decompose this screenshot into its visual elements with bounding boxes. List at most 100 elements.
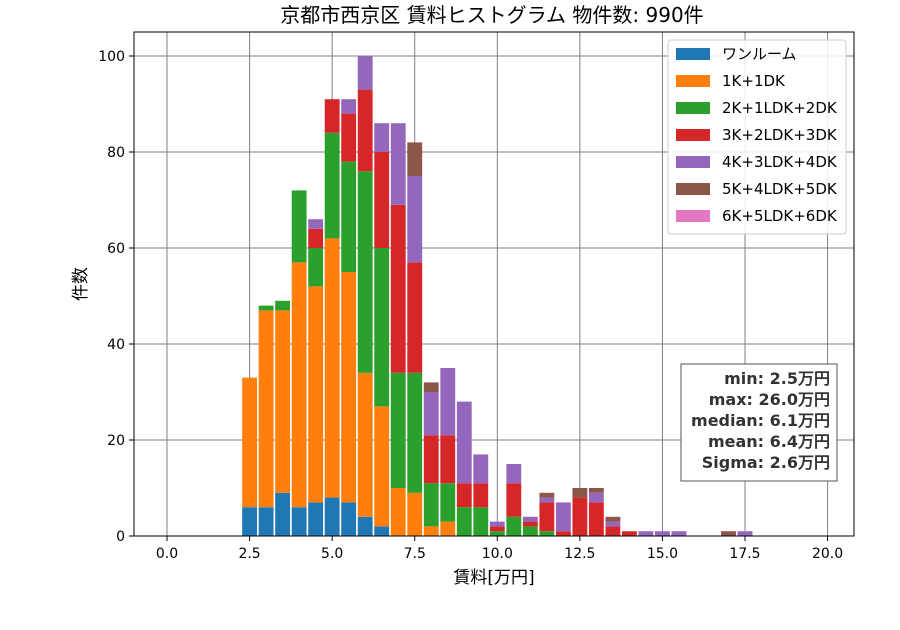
bar-series0-bin7 (357, 516, 373, 536)
bar-series1-bin12 (440, 521, 456, 536)
bar-series3-bin7 (357, 89, 373, 172)
x-tick-label-3: 7.5 (404, 546, 426, 562)
bar-series2-bin18 (539, 531, 555, 536)
y-tick-label-2: 40 (107, 337, 125, 353)
bar-series5-bin22 (605, 516, 621, 522)
y-tick-label-4: 80 (107, 145, 125, 161)
bar-series2-bin15 (489, 531, 505, 536)
bar-series2-bin13 (456, 507, 472, 536)
legend-label-6: 6K+5LDK+6DK (722, 207, 838, 225)
stats-line-0: min: 2.5万円 (724, 369, 830, 388)
x-tick-label-1: 2.5 (238, 546, 260, 562)
bar-series5-bin20 (572, 488, 588, 498)
histogram-bars (242, 56, 753, 536)
bar-series4-bin25 (655, 531, 670, 536)
bar-series2-bin12 (440, 483, 456, 522)
legend-swatch-6 (676, 210, 710, 222)
bar-series0-bin4 (308, 502, 324, 536)
bar-series2-bin10 (407, 372, 423, 493)
bar-series1-bin4 (308, 286, 324, 503)
stats-line-2: median: 6.1万円 (691, 411, 830, 430)
bar-series3-bin5 (324, 99, 340, 133)
bar-series4-bin16 (506, 464, 522, 484)
x-axis-label: 賃料[万円] (453, 568, 534, 588)
bar-series4-bin11 (423, 392, 439, 436)
bar-series1-bin2 (275, 310, 291, 493)
bar-series1-bin1 (258, 310, 274, 508)
bar-series4-bin24 (638, 531, 654, 536)
x-tick-label-2: 5.0 (321, 546, 343, 562)
bar-series1-bin8 (374, 406, 390, 527)
bar-series0-bin1 (258, 507, 274, 536)
axis-ticks: 0.0 2.5 5.0 7.5 10.0 12.5 15.0 17.5 20.0 0 20 40 60 8… (98, 49, 843, 562)
bar-series1-bin11 (423, 526, 439, 536)
bar-series4-bin6 (341, 99, 357, 114)
bar-series3-bin20 (572, 497, 588, 536)
bar-series2-bin8 (374, 248, 390, 407)
stats-line-1: max: 26.0万円 (709, 390, 830, 409)
bar-series3-bin12 (440, 435, 456, 484)
y-tick-label-1: 20 (107, 433, 125, 449)
x-tick-label-4: 10.0 (482, 546, 513, 562)
bar-series5-bin29 (721, 531, 736, 536)
bar-series1-bin3 (291, 262, 307, 508)
stats-box: min: 2.5万円 max: 26.0万円 median: 6.1万円 mean: … (680, 363, 838, 482)
bar-series2-bin4 (308, 248, 324, 287)
legend-label-3: 3K+2LDK+3DK (722, 126, 838, 144)
bar-series0-bin8 (374, 526, 390, 536)
bar-series3-bin8 (374, 152, 390, 248)
bar-series5-bin18 (539, 492, 555, 498)
bar-series1-bin9 (390, 488, 406, 536)
y-tick-label-0: 0 (116, 529, 125, 545)
bar-series4-bin19 (555, 502, 571, 532)
bar-series4-bin18 (539, 497, 555, 503)
bar-series2-bin17 (522, 526, 538, 536)
bar-series2-bin14 (473, 507, 489, 536)
y-tick-label-3: 60 (107, 241, 125, 257)
x-tick-label-7: 17.5 (729, 546, 760, 562)
bar-series4-bin15 (489, 521, 505, 527)
bar-series3-bin15 (489, 526, 505, 532)
bar-series4-bin14 (473, 454, 489, 484)
bar-series1-bin6 (341, 272, 357, 503)
bar-series3-bin23 (621, 531, 637, 536)
bar-series0-bin5 (324, 497, 340, 536)
legend-label-4: 4K+3LDK+4DK (722, 153, 838, 171)
bar-series1-bin7 (357, 372, 373, 517)
bar-series4-bin8 (374, 123, 390, 152)
bar-series0-bin3 (291, 507, 307, 536)
y-axis-label: 件数 (71, 267, 91, 301)
bar-series3-bin16 (506, 483, 522, 517)
bar-series1-bin10 (407, 492, 423, 536)
bar-series4-bin10 (407, 176, 423, 263)
legend-label-1: 1K+1DK (722, 72, 786, 90)
bar-series4-bin30 (737, 531, 753, 536)
bar-series4-bin9 (390, 123, 406, 205)
x-tick-label-8: 20.0 (812, 546, 843, 562)
bar-series3-bin9 (390, 204, 406, 373)
bar-series3-bin13 (456, 483, 472, 508)
legend-label-5: 5K+4LDK+5DK (722, 180, 838, 198)
stats-line-3: mean: 6.4万円 (708, 432, 830, 451)
bar-series2-bin1 (258, 305, 274, 311)
x-tick-label-5: 12.5 (564, 546, 595, 562)
bar-series2-bin16 (506, 516, 522, 536)
bar-series3-bin10 (407, 262, 423, 373)
legend-swatch-4 (676, 156, 710, 168)
bar-series4-bin13 (456, 401, 472, 484)
x-tick-label-6: 15.0 (647, 546, 678, 562)
bar-series5-bin10 (407, 142, 423, 176)
bar-series1-bin5 (324, 238, 340, 498)
stats-line-4: Sigma: 2.6万円 (702, 453, 830, 472)
bar-series2-bin11 (423, 483, 439, 527)
bar-series2-bin7 (357, 171, 373, 373)
bar-series4-bin26 (671, 531, 687, 536)
bar-series4-bin7 (357, 56, 373, 90)
bar-series4-bin22 (605, 521, 621, 527)
bar-series2-bin6 (341, 161, 357, 272)
bar-series5-bin21 (588, 488, 604, 493)
bar-series2-bin5 (324, 132, 340, 239)
y-tick-label-5: 100 (98, 49, 125, 65)
bar-series3-bin19 (555, 531, 571, 536)
